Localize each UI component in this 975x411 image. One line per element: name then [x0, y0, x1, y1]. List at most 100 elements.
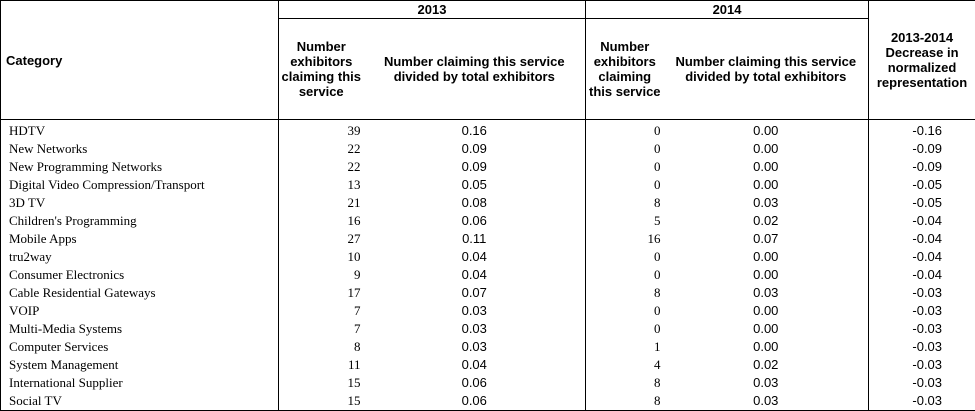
- decrease-cell: -0.03: [869, 392, 975, 411]
- count-2014-cell: 8: [586, 392, 664, 411]
- count-2014-cell: 0: [586, 176, 664, 194]
- count-2013-cell: 9: [279, 266, 364, 284]
- count-2013-cell: 11: [279, 356, 364, 374]
- num-exhibitors-2013-header: Number exhibitors claiming this service: [279, 19, 364, 120]
- year-2013-header: 2013: [279, 1, 586, 19]
- ratio-2014-cell: 0.03: [664, 194, 869, 212]
- decrease-cell: -0.05: [869, 194, 975, 212]
- table-row: Digital Video Compression/Transport 13 0…: [1, 176, 975, 194]
- category-cell: Mobile Apps: [1, 230, 279, 248]
- decrease-cell: -0.04: [869, 266, 975, 284]
- count-2013-cell: 22: [279, 158, 364, 176]
- category-cell: Consumer Electronics: [1, 266, 279, 284]
- decrease-cell: -0.03: [869, 338, 975, 356]
- count-2014-cell: 8: [586, 284, 664, 302]
- decrease-cell: -0.09: [869, 140, 975, 158]
- count-2014-cell: 16: [586, 230, 664, 248]
- table-row: Mobile Apps 27 0.11 16 0.07 -0.04: [1, 230, 975, 248]
- ratio-2013-cell: 0.07: [364, 284, 586, 302]
- decrease-cell: -0.03: [869, 356, 975, 374]
- category-cell: Computer Services: [1, 338, 279, 356]
- category-cell: Social TV: [1, 392, 279, 411]
- category-cell: System Management: [1, 356, 279, 374]
- ratio-2014-cell: 0.00: [664, 302, 869, 320]
- category-cell: Digital Video Compression/Transport: [1, 176, 279, 194]
- count-2013-cell: 13: [279, 176, 364, 194]
- decrease-cell: -0.04: [869, 230, 975, 248]
- count-2013-cell: 7: [279, 320, 364, 338]
- category-cell: New Networks: [1, 140, 279, 158]
- count-2013-cell: 15: [279, 392, 364, 411]
- ratio-2014-cell: 0.03: [664, 284, 869, 302]
- table-row: Computer Services 8 0.03 1 0.00 -0.03: [1, 338, 975, 356]
- decrease-cell: -0.05: [869, 176, 975, 194]
- count-2013-cell: 16: [279, 212, 364, 230]
- category-cell: Children's Programming: [1, 212, 279, 230]
- table-row: Social TV 15 0.06 8 0.03 -0.03: [1, 392, 975, 411]
- count-2014-cell: 5: [586, 212, 664, 230]
- category-cell: Multi-Media Systems: [1, 320, 279, 338]
- count-2014-cell: 1: [586, 338, 664, 356]
- decrease-cell: -0.16: [869, 120, 975, 141]
- count-2013-cell: 27: [279, 230, 364, 248]
- ratio-2014-cell: 0.02: [664, 212, 869, 230]
- ratio-2014-cell: 0.03: [664, 392, 869, 411]
- count-2013-cell: 21: [279, 194, 364, 212]
- decrease-header: 2013-2014 Decrease in normalized represe…: [869, 1, 975, 120]
- ratio-2014-cell: 0.00: [664, 158, 869, 176]
- ratio-2013-cell: 0.06: [364, 392, 586, 411]
- table-row: System Management 11 0.04 4 0.02 -0.03: [1, 356, 975, 374]
- ratio-2013-cell: 0.04: [364, 266, 586, 284]
- normalized-2013-header: Number claiming this service divided by …: [364, 19, 586, 120]
- table-row: tru2way 10 0.04 0 0.00 -0.04: [1, 248, 975, 266]
- ratio-2014-cell: 0.00: [664, 248, 869, 266]
- count-2014-cell: 8: [586, 374, 664, 392]
- table-row: 3D TV 21 0.08 8 0.03 -0.05: [1, 194, 975, 212]
- num-exhibitors-2014-header: Number exhibitors claiming this service: [586, 19, 664, 120]
- count-2014-cell: 0: [586, 320, 664, 338]
- normalized-2014-header: Number claiming this service divided by …: [664, 19, 869, 120]
- count-2013-cell: 7: [279, 302, 364, 320]
- count-2014-cell: 0: [586, 302, 664, 320]
- count-2013-cell: 17: [279, 284, 364, 302]
- category-cell: Cable Residential Gateways: [1, 284, 279, 302]
- table-body: HDTV 39 0.16 0 0.00 -0.16 New Networks 2…: [1, 120, 975, 411]
- count-2013-cell: 39: [279, 120, 364, 141]
- table-row: VOIP 7 0.03 0 0.00 -0.03: [1, 302, 975, 320]
- category-cell: International Supplier: [1, 374, 279, 392]
- table-row: HDTV 39 0.16 0 0.00 -0.16: [1, 120, 975, 141]
- count-2014-cell: 8: [586, 194, 664, 212]
- count-2013-cell: 15: [279, 374, 364, 392]
- ratio-2013-cell: 0.06: [364, 212, 586, 230]
- ratio-2013-cell: 0.03: [364, 302, 586, 320]
- decrease-cell: -0.03: [869, 320, 975, 338]
- table-row: New Programming Networks 22 0.09 0 0.00 …: [1, 158, 975, 176]
- category-cell: New Programming Networks: [1, 158, 279, 176]
- count-2014-cell: 0: [586, 248, 664, 266]
- decrease-cell: -0.04: [869, 212, 975, 230]
- year-2014-header: 2014: [586, 1, 869, 19]
- ratio-2014-cell: 0.03: [664, 374, 869, 392]
- category-cell: HDTV: [1, 120, 279, 141]
- count-2014-cell: 0: [586, 266, 664, 284]
- ratio-2013-cell: 0.16: [364, 120, 586, 141]
- count-2013-cell: 22: [279, 140, 364, 158]
- table-row: Cable Residential Gateways 17 0.07 8 0.0…: [1, 284, 975, 302]
- ratio-2014-cell: 0.02: [664, 356, 869, 374]
- category-cell: tru2way: [1, 248, 279, 266]
- decrease-cell: -0.03: [869, 284, 975, 302]
- decrease-cell: -0.09: [869, 158, 975, 176]
- category-header: Category: [1, 1, 279, 120]
- count-2013-cell: 10: [279, 248, 364, 266]
- decrease-cell: -0.04: [869, 248, 975, 266]
- count-2014-cell: 0: [586, 120, 664, 141]
- ratio-2014-cell: 0.00: [664, 120, 869, 141]
- count-2014-cell: 0: [586, 140, 664, 158]
- table-row: Children's Programming 16 0.06 5 0.02 -0…: [1, 212, 975, 230]
- decrease-cell: -0.03: [869, 374, 975, 392]
- table-row: New Networks 22 0.09 0 0.00 -0.09: [1, 140, 975, 158]
- ratio-2013-cell: 0.04: [364, 248, 586, 266]
- decrease-cell: -0.03: [869, 302, 975, 320]
- ratio-2013-cell: 0.08: [364, 194, 586, 212]
- ratio-2013-cell: 0.05: [364, 176, 586, 194]
